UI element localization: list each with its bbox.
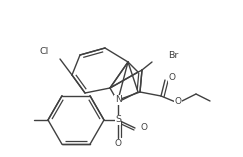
Text: Cl: Cl: [39, 48, 49, 57]
Text: S: S: [115, 116, 121, 125]
Text: Br: Br: [168, 51, 178, 60]
Text: O: O: [174, 97, 182, 106]
Text: O: O: [140, 124, 147, 133]
Text: N: N: [115, 95, 121, 105]
Text: O: O: [168, 73, 175, 82]
Text: O: O: [114, 139, 122, 148]
